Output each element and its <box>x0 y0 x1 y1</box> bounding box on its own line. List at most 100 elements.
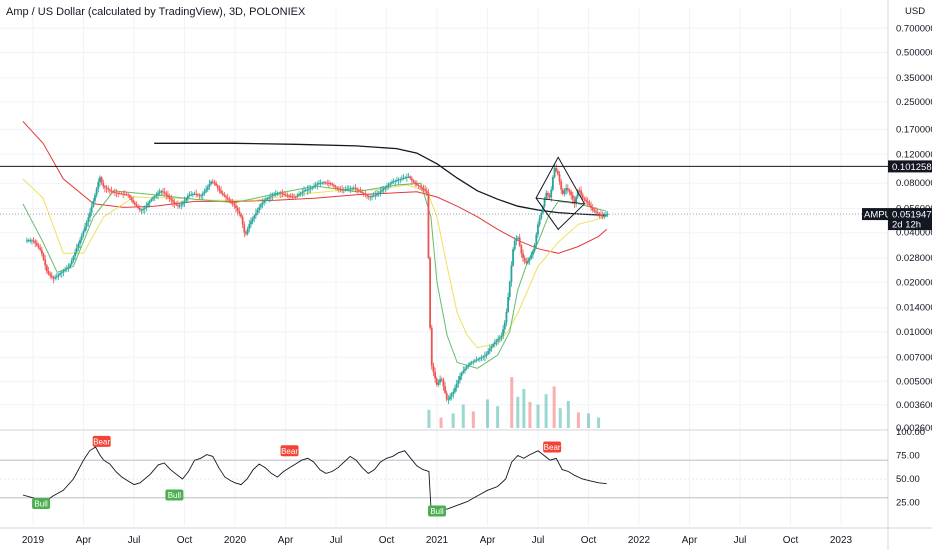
candle-body <box>429 257 432 328</box>
time-axis[interactable]: 2019 Apr Jul Oct 2020 Apr Jul Oct 2021 Apr Jul Oct 2… <box>22 535 853 546</box>
candle-body <box>485 353 488 356</box>
bear-signal-label: Bear <box>544 443 561 452</box>
candle-body <box>555 168 558 172</box>
candle-body <box>530 254 533 259</box>
candle-body <box>65 268 68 270</box>
candle-body <box>467 364 470 367</box>
candle-body <box>379 191 382 193</box>
candle-body <box>153 196 156 198</box>
candle-body <box>354 187 357 189</box>
candle-body <box>493 342 496 344</box>
candle-body <box>606 214 609 216</box>
bear-signal-badge <box>92 435 111 447</box>
candle-body <box>35 243 38 246</box>
candle-body <box>512 249 514 266</box>
candle-body <box>133 202 136 205</box>
candle-body <box>241 216 244 225</box>
candle-body <box>528 258 531 261</box>
candle-body <box>132 200 135 203</box>
candle-body <box>264 199 267 202</box>
candle-body <box>432 365 435 373</box>
candle-body <box>311 187 314 189</box>
candle-body <box>316 183 319 185</box>
candle-body <box>286 195 289 197</box>
symbol-tag-label: AMPUSD <box>864 210 905 221</box>
candle-body <box>505 311 508 323</box>
candle-body <box>372 195 375 197</box>
candle-body <box>331 183 334 185</box>
candle-body <box>85 222 88 227</box>
candle-body <box>377 192 380 195</box>
candle-body <box>94 195 96 201</box>
volume-bar <box>528 402 532 428</box>
candle-body <box>553 168 556 177</box>
candle-body <box>586 201 589 204</box>
candle-body <box>274 194 277 196</box>
candle-body <box>44 259 47 266</box>
candle-body <box>155 194 158 197</box>
price-axis-tick: 0.01400000 <box>896 303 932 314</box>
candle-body <box>117 192 120 194</box>
candle-body <box>558 174 561 182</box>
candle-body <box>364 194 367 196</box>
candle-body <box>475 359 478 361</box>
candle-body <box>538 218 541 225</box>
candle-body <box>478 358 481 360</box>
candle-body <box>183 200 186 204</box>
candle-body <box>128 195 131 198</box>
volume-bar <box>451 413 455 428</box>
candle-body <box>306 189 309 191</box>
candle-body <box>87 217 90 223</box>
candle-body <box>223 194 226 197</box>
candle-body <box>561 189 564 194</box>
candle-body <box>258 207 261 211</box>
volume-bar <box>510 377 514 428</box>
volume-bar <box>496 406 500 428</box>
last-price-tag <box>888 208 932 231</box>
candle-body <box>483 355 486 357</box>
candle-body <box>477 358 480 360</box>
candle-body <box>218 187 221 191</box>
time-axis-tick: Apr <box>682 535 698 546</box>
candle-body <box>196 194 199 196</box>
candle-body <box>394 180 397 182</box>
candle-body <box>339 188 342 190</box>
volume-bar <box>461 404 465 428</box>
candle-body <box>108 189 111 191</box>
candle-body <box>216 185 219 188</box>
diamond-midline <box>535 197 585 205</box>
candle-body <box>329 183 332 185</box>
candle-body <box>517 237 519 239</box>
time-axis-tick: Oct <box>581 535 597 546</box>
candle-body <box>600 214 602 216</box>
candle-body <box>508 281 511 297</box>
bull-signal-badge <box>32 497 51 509</box>
time-axis-tick: Jul <box>734 535 747 546</box>
candle-body <box>261 202 264 205</box>
price-axis[interactable]: 100.00 75.00 50.00 25.00 USD 0.70000000 0.5000… <box>896 6 932 509</box>
volume-bar <box>536 404 540 428</box>
candle-body <box>221 192 224 195</box>
candle-body <box>344 189 347 191</box>
candle-body <box>347 188 350 190</box>
candle-body <box>591 207 594 211</box>
candle-body <box>585 199 587 202</box>
candle-body <box>158 191 161 194</box>
candle-body <box>294 196 297 198</box>
candle-body <box>455 383 458 388</box>
candle-body <box>507 296 509 312</box>
candle-body <box>185 198 188 201</box>
candle-body <box>424 189 427 192</box>
candle-body <box>198 194 201 196</box>
candle-body <box>27 240 30 242</box>
candle-body <box>328 182 330 184</box>
candle-body <box>450 394 453 397</box>
candle-body <box>321 182 324 184</box>
candle-body <box>381 189 383 192</box>
candle-body <box>550 189 553 198</box>
volume-bar <box>544 394 548 428</box>
candle-body <box>208 183 211 187</box>
time-axis-tick: Apr <box>480 535 496 546</box>
